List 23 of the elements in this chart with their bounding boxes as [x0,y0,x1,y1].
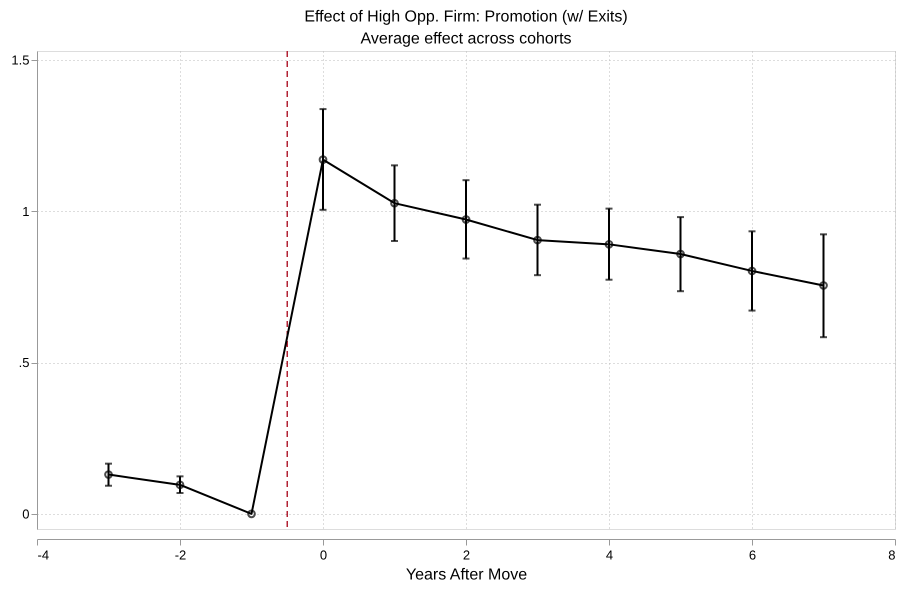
point [533,236,542,244]
y-tick-label: 1.5 [11,52,30,68]
x-tick-label: 8 [888,548,896,562]
point [318,155,328,164]
x-tick-label: 2 [462,548,470,562]
y-tick-label: 1 [22,204,30,219]
x-tick-label: 0 [320,548,328,562]
x-tick-label: 4 [606,548,614,562]
y-tick-label: .5 [18,355,30,370]
chart-subtitle: Average effect across cohorts [360,30,572,48]
point [748,266,756,276]
point [676,250,685,258]
chart-title: Effect of High Opp. Firm: Promotion (w/ Exits) [304,8,628,26]
point [176,480,184,490]
x-tick-label: 6 [748,548,756,562]
x-tick-label: -4 [38,548,50,562]
point [604,240,614,249]
point [390,198,399,208]
point [462,215,470,224]
x-axis-title: Years After Move [406,566,528,584]
point [247,510,256,518]
y-tick-label: 0 [22,506,30,522]
x-tick-label: -2 [174,548,186,562]
